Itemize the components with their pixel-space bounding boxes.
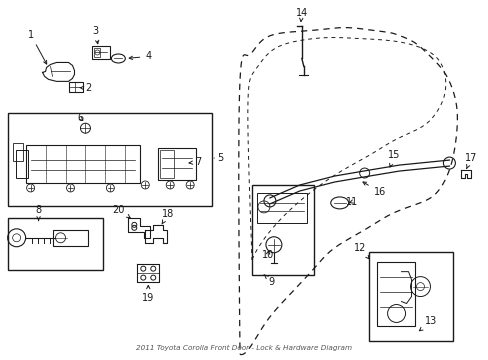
Text: 7: 7	[189, 157, 201, 167]
Text: 2: 2	[80, 84, 91, 93]
Text: 17: 17	[464, 153, 477, 168]
Text: 8: 8	[36, 205, 41, 221]
Text: 18: 18	[162, 209, 174, 224]
Bar	[158, 148, 196, 180]
Bar	[376, 262, 414, 327]
Bar	[8, 218, 103, 270]
Text: 2011 Toyota Corolla Front Door - Lock & Hardware Diagram: 2011 Toyota Corolla Front Door - Lock & …	[136, 345, 351, 351]
Text: 5: 5	[217, 153, 223, 163]
Text: 3: 3	[92, 26, 99, 44]
Text: 12: 12	[353, 243, 368, 259]
Text: 4: 4	[129, 51, 151, 62]
Bar	[68, 82, 83, 92]
Text: 6: 6	[77, 113, 83, 123]
Bar	[94, 48, 100, 58]
Bar	[16, 150, 27, 178]
Bar	[251, 185, 313, 275]
Text: 20: 20	[112, 205, 130, 218]
Bar	[256, 193, 306, 223]
Bar	[368, 252, 452, 341]
Bar	[52, 230, 88, 246]
Text: 11: 11	[345, 197, 357, 207]
Text: 15: 15	[387, 150, 400, 167]
Text: 10: 10	[261, 250, 273, 260]
Bar	[13, 143, 22, 161]
Text: 19: 19	[142, 285, 154, 302]
Text: 16: 16	[362, 182, 385, 197]
Bar	[160, 150, 174, 178]
Text: 13: 13	[419, 316, 437, 331]
Text: 1: 1	[27, 30, 47, 64]
Text: 9: 9	[264, 275, 274, 287]
Bar	[8, 113, 212, 206]
Bar	[92, 45, 110, 59]
Text: 14: 14	[295, 8, 307, 22]
Bar	[25, 145, 140, 183]
